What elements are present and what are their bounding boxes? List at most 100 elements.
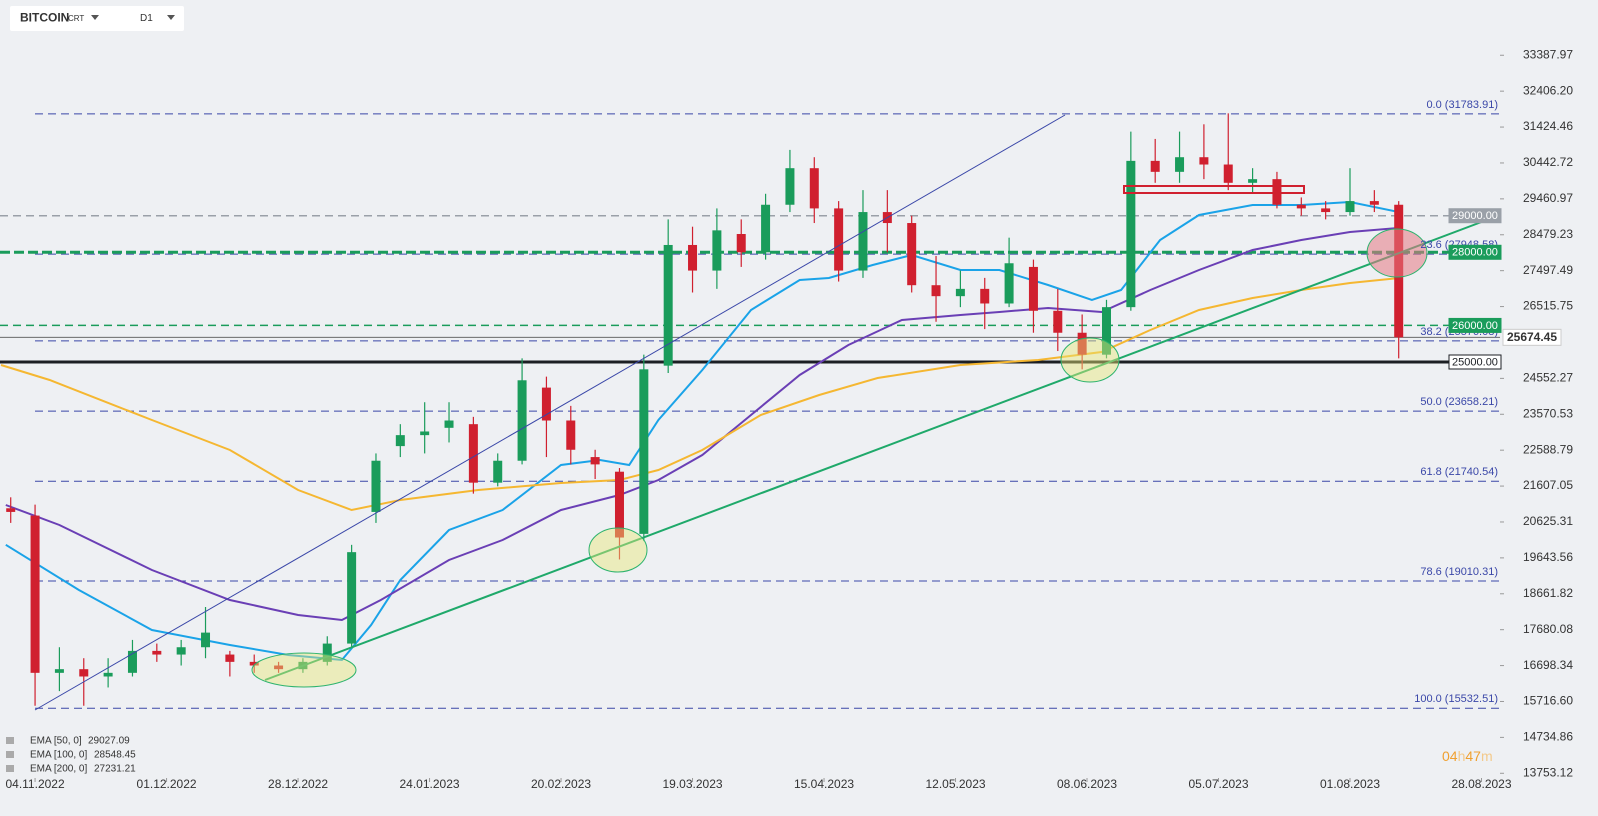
level-label: 25000.00 [1452, 356, 1498, 368]
ema-line [5, 227, 1399, 622]
candle-body [444, 420, 454, 428]
candle-body [1248, 179, 1258, 183]
x-tick-label: 01.12.2022 [137, 777, 197, 791]
plot-area [0, 113, 1500, 709]
level-badge [1448, 354, 1502, 370]
x-tick-label: 19.03.2023 [663, 777, 723, 791]
level-badge [1448, 317, 1502, 333]
y-tick-label: 20625.31 [1523, 514, 1573, 528]
candle-body [152, 650, 162, 655]
candle-body [54, 669, 64, 673]
y-tick-label: 14734.86 [1523, 730, 1573, 744]
x-tick-label: 28.12.2022 [268, 777, 328, 791]
highlight-ellipse [1060, 337, 1120, 383]
current-price-label: 25674.45 [1507, 330, 1557, 344]
y-tick-label: 21607.05 [1523, 478, 1573, 492]
level-badge [1448, 244, 1502, 260]
candle-body [1321, 208, 1331, 213]
candle-body [468, 424, 478, 483]
candle-body [1101, 307, 1111, 355]
legend-value: 27231.21 [94, 764, 136, 775]
legend-value: 29027.09 [88, 736, 130, 747]
y-tick-label: 32406.20 [1523, 83, 1573, 97]
current-price-badge [1502, 328, 1562, 346]
candle-body [30, 515, 40, 673]
candle-body [371, 460, 381, 512]
candle-body [201, 632, 211, 648]
symbol-box[interactable] [10, 6, 184, 31]
fib-label: 50.0 (23658.21) [1420, 396, 1498, 408]
level-badge [1448, 208, 1502, 224]
countdown-part: 47 [1465, 748, 1481, 764]
candle-body [663, 244, 673, 366]
symbol-tag: CRT [68, 14, 84, 23]
y-tick-label: 31424.46 [1523, 119, 1573, 133]
symbol[interactable]: BITCOIN [20, 11, 69, 25]
candle-body [274, 665, 284, 670]
dropdown-arrow[interactable] [91, 15, 99, 20]
candle-body [809, 168, 819, 209]
countdown: 04h47m [1442, 748, 1493, 764]
candle-body [1126, 160, 1136, 308]
candle-body [79, 669, 89, 677]
candle-body [1053, 310, 1063, 333]
countdown-part: h [1458, 748, 1466, 764]
zone-rect [1123, 185, 1305, 194]
candle-body [955, 288, 965, 297]
candle-body [517, 380, 527, 461]
candle-body [1028, 266, 1038, 311]
y-tick-label: 27497.49 [1523, 263, 1573, 277]
legend-name: EMA [50, 0] [30, 736, 82, 747]
y-tick-label: 19643.56 [1523, 550, 1573, 564]
y-tick-label: 30442.72 [1523, 155, 1573, 169]
dropdown-arrow[interactable] [167, 15, 175, 20]
overlay: 33387.97 32406.20 31424.46 30442.72 29460.97… [5, 47, 1573, 791]
candle-body [6, 508, 16, 512]
x-tick-label: 05.07.2023 [1188, 777, 1248, 791]
candle-body [1004, 263, 1014, 304]
candle-body [639, 369, 649, 534]
legend-name: EMA [200, 0] [30, 764, 87, 775]
candle-body [322, 643, 332, 662]
candle-body [931, 285, 941, 297]
y-tick-label: 15716.60 [1523, 694, 1573, 708]
fib-label: 100.0 (15532.51) [1414, 693, 1498, 705]
trend-line [34, 114, 1066, 711]
drawings [34, 114, 1501, 711]
fib-label: 61.8 (21740.54) [1420, 466, 1498, 478]
ema-line [0, 277, 1399, 512]
y-tick-label: 26515.75 [1523, 299, 1573, 313]
x-tick-label: 04.11.2022 [5, 777, 64, 791]
candle-body [1150, 160, 1160, 172]
y-tick-label: 18661.82 [1523, 586, 1573, 600]
legend-name: EMA [100, 0] [30, 750, 87, 761]
candle-body [103, 672, 113, 677]
y-tick-label: 33387.97 [1523, 47, 1573, 61]
fib-label: 0.0 (31783.91) [1426, 99, 1498, 111]
x-tick-label: 15.04.2023 [794, 777, 854, 791]
candle-body [980, 288, 990, 304]
x-tick-label: 28.08.2023 [1451, 777, 1511, 791]
candle-body [1077, 332, 1087, 355]
candle-body [347, 552, 357, 644]
legend-value: 28548.45 [94, 750, 136, 761]
candle-body [1199, 157, 1209, 165]
candle-body [127, 650, 137, 673]
candle-body [1272, 179, 1282, 205]
timeframe[interactable]: D1 [140, 13, 153, 24]
candle-body [1175, 157, 1185, 172]
candle-body [249, 661, 259, 666]
y-tick-label: 28479.23 [1523, 227, 1573, 241]
level-label: 29000.00 [1452, 210, 1498, 222]
y-tick-label: 22588.79 [1523, 442, 1573, 456]
candle-body [493, 460, 503, 483]
ema-line [5, 200, 1399, 662]
y-tick-label: 24552.27 [1523, 371, 1573, 385]
candle-body [785, 168, 795, 205]
x-tick-label: 08.06.2023 [1057, 777, 1117, 791]
candle-body [566, 420, 576, 450]
candle-body [688, 244, 698, 271]
legend-icon [6, 751, 14, 758]
